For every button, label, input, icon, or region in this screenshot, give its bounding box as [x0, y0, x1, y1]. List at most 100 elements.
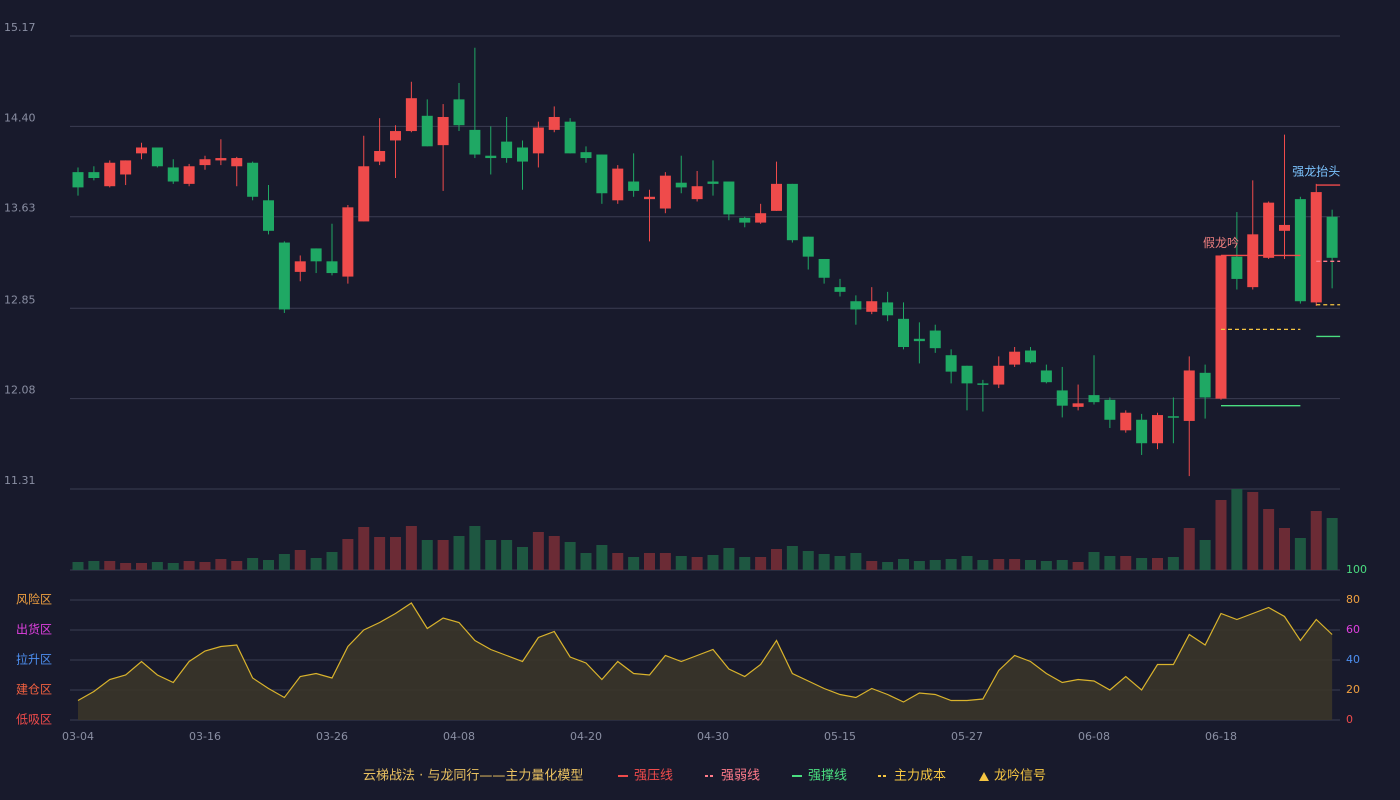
volume-bar	[850, 553, 862, 570]
volume-bar	[802, 551, 814, 570]
candle-body	[818, 258, 830, 278]
zone-label: 风险区	[16, 592, 52, 607]
x-tick-label: 04-08	[443, 730, 475, 743]
candle-body	[1056, 390, 1068, 406]
x-tick-label: 04-30	[697, 730, 729, 743]
candle-body	[913, 338, 925, 342]
candle-body	[675, 182, 687, 188]
x-tick-label: 03-16	[189, 730, 221, 743]
volume-bar	[437, 540, 449, 570]
osc-tick-label: 40	[1346, 653, 1360, 666]
candle-body	[342, 207, 354, 277]
volume-bar	[961, 556, 973, 570]
candle-body	[548, 116, 560, 130]
volume-bar	[834, 556, 846, 570]
osc-area	[78, 603, 1333, 720]
volume-bar	[104, 561, 116, 570]
volume-bar	[739, 557, 751, 570]
x-tick-label: 04-20	[570, 730, 602, 743]
volume-bar	[1072, 562, 1084, 570]
volume-bar	[945, 559, 957, 570]
osc-tick-label: 20	[1346, 683, 1360, 696]
legend-label: 强压线	[634, 769, 673, 784]
candle-body	[961, 365, 973, 384]
candle-body	[263, 200, 274, 231]
volume-bar	[231, 561, 243, 570]
volume-bar	[659, 553, 671, 570]
volume-bar	[977, 560, 989, 570]
candle-body	[326, 261, 338, 274]
candle-body	[72, 172, 84, 188]
candle-body	[723, 181, 735, 215]
candle-body	[1279, 224, 1290, 231]
legend-label: 龙吟信号	[994, 768, 1046, 784]
volume-bar	[374, 537, 386, 570]
candle-body	[1025, 350, 1036, 363]
osc-tick-label: 80	[1346, 593, 1360, 606]
osc-tick-label: 60	[1346, 623, 1360, 636]
volume-bar	[644, 553, 655, 570]
volume-bar	[771, 549, 782, 570]
volume-bar	[882, 562, 894, 570]
volume-bar	[501, 540, 513, 570]
volume-bar	[898, 559, 909, 570]
candle-body	[786, 183, 798, 241]
candle-body	[1310, 192, 1322, 303]
x-tick-label: 06-18	[1205, 730, 1237, 743]
x-tick-label: 05-27	[951, 730, 983, 743]
volume-bar	[866, 561, 878, 570]
candle-body	[215, 158, 227, 161]
volume-bar	[342, 539, 354, 570]
candle-body	[358, 166, 370, 222]
volume-bar	[755, 557, 767, 570]
volume-bar	[1088, 552, 1100, 570]
y-tick-label: 15.17	[4, 21, 36, 34]
volume-bar	[612, 553, 624, 570]
volume-bar	[183, 561, 195, 570]
volume-bar	[532, 532, 544, 570]
osc-line	[77, 602, 1333, 703]
legend: 云梯战法 · 与龙同行——主力量化模型 强压线 强弱线 强撑线 主力成本 龙吟信号	[363, 768, 1046, 784]
candle-body	[1104, 399, 1116, 420]
volume-bar	[596, 545, 608, 570]
legend-label: 强撑线	[808, 769, 847, 784]
volume-bar	[310, 558, 322, 570]
candle-body	[278, 242, 290, 310]
candle-body	[945, 355, 957, 372]
candle-body	[1167, 416, 1179, 418]
candle-body	[1215, 255, 1227, 399]
candle-body	[1294, 199, 1306, 302]
candle-body	[866, 301, 878, 312]
volume-bar	[1294, 538, 1306, 570]
volume-bar	[564, 542, 576, 570]
candle-body	[882, 302, 894, 316]
candle-body	[739, 217, 751, 223]
volume-bar	[1199, 540, 1211, 570]
volume-bar	[485, 540, 497, 570]
candle-body	[850, 301, 862, 310]
candle-body	[1120, 412, 1132, 431]
candle-body	[834, 287, 846, 292]
candle-body	[898, 318, 909, 347]
zone-label: 拉升区	[16, 652, 52, 667]
legend-title: 云梯战法 · 与龙同行——主力量化模型	[363, 769, 583, 784]
candle-body	[564, 121, 576, 154]
candle-body	[517, 147, 528, 162]
volume-bar	[929, 560, 941, 570]
volume-bar	[1009, 559, 1021, 570]
volume-bar	[136, 563, 147, 570]
x-tick-label: 05-15	[824, 730, 856, 743]
candle-body	[612, 168, 624, 201]
candle-body	[1326, 216, 1338, 258]
candle-body	[1231, 256, 1243, 279]
candle-body	[1009, 351, 1021, 365]
volume-bar	[421, 540, 433, 570]
volume-bar	[1279, 528, 1290, 570]
candle-body	[374, 151, 386, 162]
volume-bar	[453, 536, 465, 570]
candle-body	[294, 261, 306, 272]
volume-bar	[326, 552, 338, 570]
volume-bar	[215, 559, 227, 570]
volume-bar	[247, 558, 259, 570]
